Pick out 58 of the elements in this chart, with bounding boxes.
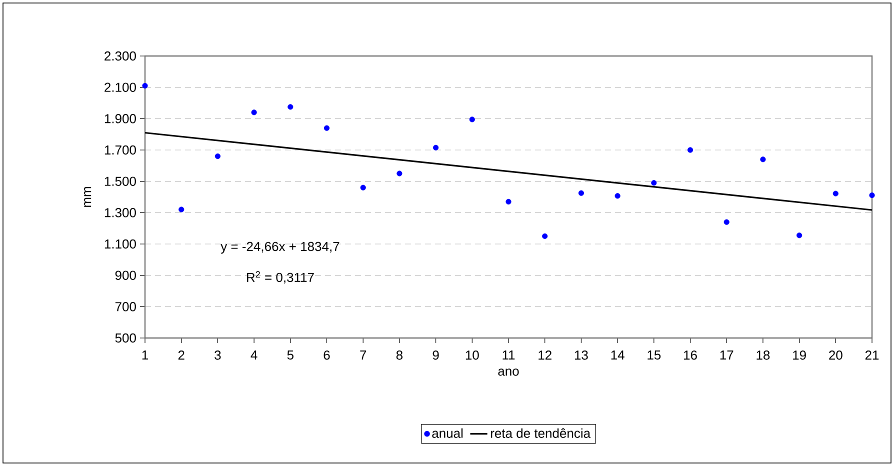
point [724,219,730,225]
x-tick-label: 20 [829,350,842,360]
y-tick-label: 900 [115,270,136,280]
point [288,104,294,110]
point [251,110,257,116]
y-tick-label: 500 [115,333,136,343]
annotation: y = -24,66x + 1834,7 [220,242,340,254]
y-tick-label: 1.700 [104,145,136,155]
point [506,198,512,204]
x-tick-label: 16 [684,350,697,360]
y-tick-label: 1.100 [104,239,136,249]
point [142,82,148,89]
x-tick-label: 1 [142,350,148,360]
x-tick-label: 8 [396,350,403,360]
y-tick-label: 1.900 [104,114,136,124]
x-tick-label: 19 [793,350,806,360]
x-tick-label: 21 [865,350,879,360]
x-tick-label: 2 [178,350,184,360]
x-tick-label: 15 [648,350,661,360]
x-tick-label: 7 [360,350,366,360]
legend-label: anual [432,428,463,438]
y-tick-label: 1.300 [104,208,136,218]
point [760,156,766,162]
point [396,170,402,176]
x-tick-label: 9 [432,350,439,360]
x-tick-label: 6 [324,350,330,360]
point [433,144,439,150]
x-tick-label: 5 [287,350,294,360]
point [214,153,221,160]
x-tick-label: 12 [538,350,552,360]
point [469,116,475,122]
x-tick-label: 18 [756,350,770,360]
x-tick-label: 3 [214,350,221,360]
y-tick-label: 2.300 [104,51,136,61]
x-tick-label: 17 [720,350,734,360]
x-axis-title: ano [498,368,519,376]
point [360,184,366,190]
point [796,232,802,238]
point [578,190,584,196]
x-tick-label: 11 [502,350,515,360]
point [178,206,184,212]
point [687,147,694,153]
y-tick-label: 700 [115,302,136,312]
x-tick-label: 4 [250,350,258,360]
x-tick-label: 10 [466,350,479,360]
point [832,190,838,196]
point [869,192,875,198]
x-tick-label: 14 [611,350,624,360]
legend-label: reta de tendência [490,428,591,438]
point [614,193,620,199]
point [542,233,548,239]
y-tick-label: 1.500 [104,176,136,186]
y-axis-title: mm [84,187,92,207]
y-tick-label: 2.100 [104,82,136,92]
point [651,180,657,186]
point [324,125,330,131]
annotation: R$^{2}$ = 0,3117 [247,271,314,284]
x-tick-label: 13 [574,350,588,360]
